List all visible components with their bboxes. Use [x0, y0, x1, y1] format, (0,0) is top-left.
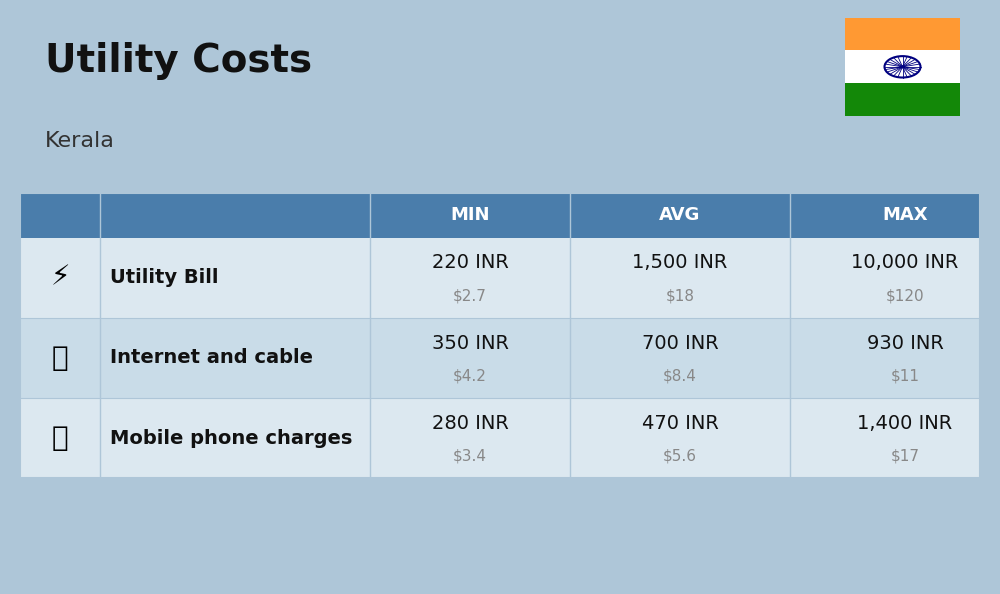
Text: 350 INR: 350 INR — [432, 334, 509, 352]
Text: 220 INR: 220 INR — [432, 254, 508, 272]
Text: ⚡: ⚡ — [50, 264, 70, 292]
Text: 10,000 INR: 10,000 INR — [851, 254, 959, 272]
Text: $3.4: $3.4 — [453, 448, 487, 463]
Text: 280 INR: 280 INR — [432, 414, 508, 432]
Text: Utility Costs: Utility Costs — [45, 42, 312, 80]
Text: MAX: MAX — [882, 206, 928, 225]
Text: $18: $18 — [666, 288, 694, 303]
Text: 930 INR: 930 INR — [867, 334, 943, 352]
Text: 📱: 📱 — [52, 424, 68, 452]
FancyBboxPatch shape — [20, 398, 980, 478]
Text: MIN: MIN — [450, 206, 490, 225]
Text: AVG: AVG — [659, 206, 701, 225]
Text: 📶: 📶 — [52, 344, 68, 372]
Text: $120: $120 — [886, 288, 924, 303]
Circle shape — [900, 65, 906, 69]
FancyBboxPatch shape — [845, 18, 960, 50]
Text: Kerala: Kerala — [45, 131, 115, 151]
Text: $8.4: $8.4 — [663, 368, 697, 383]
FancyBboxPatch shape — [845, 50, 960, 83]
Text: 470 INR: 470 INR — [642, 414, 718, 432]
Text: Mobile phone charges: Mobile phone charges — [110, 429, 352, 447]
FancyBboxPatch shape — [20, 318, 980, 398]
FancyBboxPatch shape — [20, 193, 980, 238]
Text: $5.6: $5.6 — [663, 448, 697, 463]
Text: 700 INR: 700 INR — [642, 334, 718, 352]
Text: $2.7: $2.7 — [453, 288, 487, 303]
Text: Internet and cable: Internet and cable — [110, 349, 313, 367]
Text: Utility Bill: Utility Bill — [110, 268, 218, 287]
Text: 1,400 INR: 1,400 INR — [857, 414, 953, 432]
Text: $4.2: $4.2 — [453, 368, 487, 383]
Text: $17: $17 — [891, 448, 920, 463]
FancyBboxPatch shape — [845, 83, 960, 116]
Text: 1,500 INR: 1,500 INR — [632, 254, 728, 272]
FancyBboxPatch shape — [20, 238, 980, 318]
Text: $11: $11 — [891, 368, 920, 383]
